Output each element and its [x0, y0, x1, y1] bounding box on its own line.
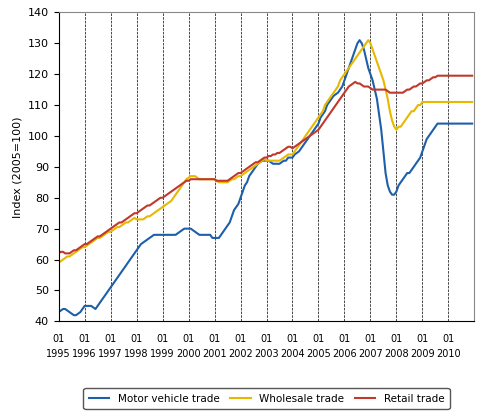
- Retail trade: [468, 73, 474, 78]
- Retail trade: [226, 177, 232, 182]
- Retail trade: [105, 228, 111, 233]
- Text: 01: 01: [234, 334, 246, 344]
- Retail trade: [222, 178, 228, 183]
- Text: 01: 01: [441, 334, 453, 344]
- Wholesale trade: [56, 260, 61, 265]
- Retail trade: [434, 73, 440, 78]
- Motor vehicle trade: [265, 158, 271, 163]
- Retail trade: [291, 144, 297, 149]
- Motor vehicle trade: [293, 150, 299, 155]
- Text: 1998: 1998: [124, 349, 148, 359]
- Motor vehicle trade: [107, 285, 113, 290]
- Motor vehicle trade: [56, 310, 61, 315]
- Text: 01: 01: [312, 334, 324, 344]
- Text: 2010: 2010: [435, 349, 460, 359]
- Wholesale trade: [468, 100, 474, 105]
- Text: 1997: 1997: [98, 349, 122, 359]
- Text: 2007: 2007: [357, 349, 382, 359]
- Text: 2008: 2008: [383, 349, 408, 359]
- Text: 01: 01: [156, 334, 168, 344]
- Text: 01: 01: [104, 334, 117, 344]
- Text: 2009: 2009: [409, 349, 434, 359]
- Wholesale trade: [315, 115, 321, 120]
- Text: 1996: 1996: [72, 349, 97, 359]
- Line: Motor vehicle trade: Motor vehicle trade: [59, 40, 471, 315]
- Text: 01: 01: [389, 334, 402, 344]
- Y-axis label: Index (2005=100): Index (2005=100): [12, 116, 22, 218]
- Wholesale trade: [365, 38, 370, 43]
- Text: 1999: 1999: [150, 349, 175, 359]
- Text: 01: 01: [52, 334, 65, 344]
- Text: 2005: 2005: [305, 349, 330, 359]
- Retail trade: [56, 251, 61, 256]
- Motor vehicle trade: [356, 38, 362, 43]
- Text: 2000: 2000: [176, 349, 201, 359]
- Text: 2004: 2004: [280, 349, 304, 359]
- Wholesale trade: [105, 229, 111, 234]
- Text: 01: 01: [338, 334, 350, 344]
- Text: 1995: 1995: [46, 349, 71, 359]
- Wholesale trade: [263, 158, 269, 163]
- Text: 01: 01: [208, 334, 220, 344]
- Text: 01: 01: [79, 334, 91, 344]
- Text: 2003: 2003: [254, 349, 278, 359]
- Text: 01: 01: [260, 334, 272, 344]
- Wholesale trade: [291, 149, 297, 154]
- Motor vehicle trade: [468, 121, 474, 126]
- Text: 2002: 2002: [228, 349, 252, 359]
- Text: 01: 01: [364, 334, 376, 344]
- Wholesale trade: [226, 178, 232, 183]
- Retail trade: [263, 155, 269, 160]
- Legend: Motor vehicle trade, Wholesale trade, Retail trade: Motor vehicle trade, Wholesale trade, Re…: [83, 389, 448, 409]
- Text: 01: 01: [182, 334, 194, 344]
- Line: Wholesale trade: Wholesale trade: [59, 40, 471, 263]
- Text: 01: 01: [286, 334, 298, 344]
- Wholesale trade: [222, 180, 228, 185]
- Text: 01: 01: [415, 334, 427, 344]
- Motor vehicle trade: [71, 313, 77, 318]
- Motor vehicle trade: [317, 115, 323, 120]
- Line: Retail trade: Retail trade: [59, 76, 471, 253]
- Retail trade: [315, 127, 321, 132]
- Motor vehicle trade: [228, 214, 234, 219]
- Text: 01: 01: [130, 334, 142, 344]
- Motor vehicle trade: [224, 223, 230, 228]
- Text: 2001: 2001: [202, 349, 226, 359]
- Text: 2006: 2006: [331, 349, 356, 359]
